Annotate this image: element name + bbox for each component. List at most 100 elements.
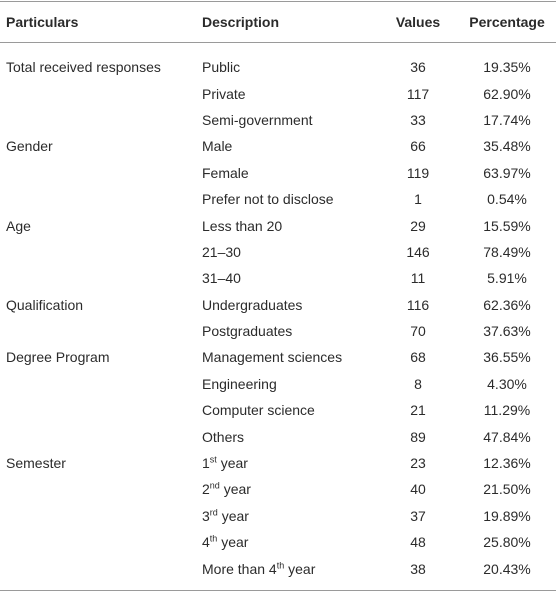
value-cell: 8 bbox=[414, 375, 422, 392]
table-row: More than 4th year 38 20.43% bbox=[0, 555, 556, 591]
particular-cell bbox=[0, 423, 202, 449]
value-cell: 21 bbox=[410, 402, 426, 419]
description-text: year bbox=[217, 534, 249, 551]
value-cell: 48 bbox=[410, 534, 426, 551]
description-cell: 3rd year bbox=[202, 503, 378, 529]
description-cell: More than 4th year bbox=[202, 555, 378, 591]
description-cell: Female bbox=[202, 164, 249, 181]
value-cell: 1 bbox=[414, 191, 422, 208]
description-cell: Semi-government bbox=[202, 111, 313, 128]
table-row: 4th year 48 25.80% bbox=[0, 529, 556, 555]
table-row: Others 89 47.84% bbox=[0, 423, 556, 449]
description-cell: Male bbox=[202, 138, 233, 155]
particular-cell bbox=[0, 371, 202, 397]
description-text: 2 bbox=[202, 481, 210, 498]
particular-cell bbox=[0, 397, 202, 423]
table-row: 3rd year 37 19.89% bbox=[0, 503, 556, 529]
description-cell: Postgraduates bbox=[202, 323, 293, 340]
particular-cell: Qualification bbox=[6, 296, 84, 313]
particular-cell bbox=[0, 318, 202, 344]
percentage-cell: 21.50% bbox=[483, 481, 531, 498]
description-cell: Engineering bbox=[202, 375, 277, 392]
value-cell: 66 bbox=[410, 138, 426, 155]
value-cell: 37 bbox=[410, 507, 426, 524]
percentage-cell: 19.89% bbox=[483, 507, 531, 524]
description-cell: 21–30 bbox=[202, 243, 241, 260]
particular-cell: Gender bbox=[6, 138, 53, 155]
table-row: Computer science 21 11.29% bbox=[0, 397, 556, 423]
particular-cell: Semester bbox=[6, 455, 66, 472]
table-row: Qualification Undergraduates 116 62.36% bbox=[0, 292, 556, 318]
table-row: Engineering 8 4.30% bbox=[0, 371, 556, 397]
description-cell: Public bbox=[202, 59, 241, 76]
description-cell: Others bbox=[202, 428, 245, 445]
value-cell: 117 bbox=[406, 85, 430, 102]
description-text: year bbox=[284, 560, 316, 577]
description-text: year bbox=[217, 507, 249, 524]
header-cell: Description bbox=[202, 1, 378, 43]
percentage-cell: 20.43% bbox=[458, 555, 556, 591]
ordinal-suffix: rd bbox=[209, 507, 218, 518]
value-cell: 38 bbox=[378, 555, 458, 591]
description-text: 1 bbox=[202, 455, 210, 472]
ordinal-suffix: st bbox=[209, 454, 217, 465]
percentage-cell: 11.29% bbox=[483, 402, 531, 419]
percentage-cell: 17.74% bbox=[483, 111, 531, 128]
ordinal-suffix: th bbox=[276, 559, 285, 570]
description-text: year bbox=[219, 481, 251, 498]
particular-cell bbox=[0, 476, 202, 502]
description-text: More than 4 bbox=[202, 560, 277, 577]
particular-cell bbox=[0, 503, 202, 529]
description-text: 3 bbox=[202, 507, 210, 524]
percentage-cell: 25.80% bbox=[483, 534, 531, 551]
description-cell: 2nd year bbox=[202, 476, 378, 502]
particular-cell: Age bbox=[6, 217, 31, 234]
particular-cell bbox=[0, 107, 202, 133]
description-text: 4 bbox=[202, 534, 210, 551]
percentage-cell: 37.63% bbox=[483, 323, 531, 340]
percentage-cell: 62.36% bbox=[483, 296, 531, 313]
table-row: Prefer not to disclose 1 0.54% bbox=[0, 186, 556, 212]
value-cell: 33 bbox=[410, 111, 426, 128]
header-cell: Values bbox=[378, 1, 458, 43]
table-row: Total received responses Public 36 19.35% bbox=[0, 43, 556, 81]
description-cell: 31–40 bbox=[202, 270, 241, 287]
percentage-cell: 47.84% bbox=[483, 428, 531, 445]
percentage-cell: 15.59% bbox=[483, 217, 531, 234]
value-cell: 68 bbox=[410, 349, 426, 366]
table-row: Degree Program Management sciences 68 36.55… bbox=[0, 344, 556, 370]
percentage-cell: 78.49% bbox=[483, 243, 531, 260]
value-cell: 40 bbox=[410, 481, 426, 498]
value-cell: 116 bbox=[406, 296, 430, 313]
particular-cell bbox=[0, 186, 202, 212]
percentage-cell: 5.91% bbox=[487, 270, 527, 287]
percentage-cell: 4.30% bbox=[487, 375, 527, 392]
percentage-cell: 19.35% bbox=[483, 59, 531, 76]
particular-cell bbox=[0, 239, 202, 265]
table-row: Semi-government 33 17.74% bbox=[0, 107, 556, 133]
particular-cell bbox=[0, 80, 202, 106]
particular-cell: Total received responses bbox=[6, 59, 161, 76]
description-text: year bbox=[216, 455, 248, 472]
description-cell: Prefer not to disclose bbox=[202, 191, 334, 208]
percentage-cell: 63.97% bbox=[483, 164, 531, 181]
ordinal-suffix: th bbox=[209, 533, 218, 544]
particular-cell bbox=[0, 529, 202, 555]
description-cell: Computer science bbox=[202, 402, 315, 419]
table-row: 2nd year 40 21.50% bbox=[0, 476, 556, 502]
table-row: Postgraduates 70 37.63% bbox=[0, 318, 556, 344]
table-row: 31–40 11 5.91% bbox=[0, 265, 556, 291]
value-cell: 36 bbox=[410, 59, 426, 76]
description-cell: 4th year bbox=[202, 529, 378, 555]
particular-cell bbox=[0, 555, 202, 591]
table-row: 21–30 146 78.49% bbox=[0, 239, 556, 265]
table-header: Particulars Description Values Percentag… bbox=[0, 1, 556, 43]
value-cell: 70 bbox=[410, 323, 426, 340]
percentage-cell: 35.48% bbox=[483, 138, 531, 155]
ordinal-suffix: nd bbox=[209, 480, 220, 491]
description-cell: 1st year bbox=[202, 450, 378, 476]
header-cell: Particulars bbox=[0, 1, 202, 43]
table-row: Private 117 62.90% bbox=[0, 80, 556, 106]
